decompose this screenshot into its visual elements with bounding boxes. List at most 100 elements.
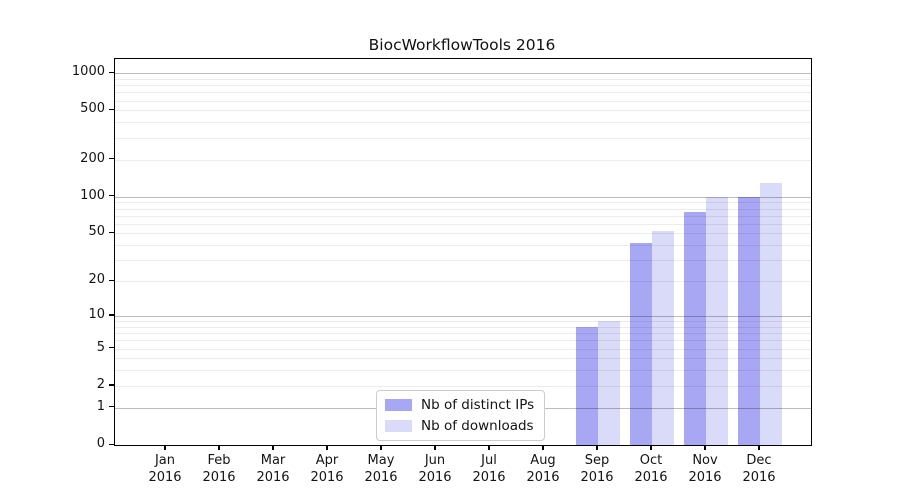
- y-tick-label: 10: [88, 306, 105, 322]
- x-tick-year: 2016: [310, 470, 344, 485]
- x-tick-year: 2016: [634, 470, 668, 485]
- gridline-minor-300: [115, 137, 811, 139]
- y-tick-label: 2: [96, 376, 105, 392]
- x-tick-year: 2016: [364, 470, 398, 485]
- y-tick-mark-10: [109, 314, 114, 316]
- gridline-minor-400: [115, 122, 811, 124]
- x-tick-mark-nov: [704, 445, 706, 451]
- x-tick-label-apr: Apr 2016: [292, 452, 362, 486]
- chart-title: BiocWorkflowTools 2016: [368, 36, 556, 54]
- x-tick-month: Jan: [154, 453, 176, 468]
- bar-downloads-sep: [598, 321, 620, 445]
- x-tick-label-jul: Jul 2016: [454, 452, 524, 486]
- bar-downloads-oct: [652, 231, 674, 445]
- x-tick-month: Oct: [639, 453, 663, 468]
- y-tick-label: 1: [96, 398, 105, 414]
- x-tick-month: Jul: [481, 453, 497, 468]
- gridline-minor-20: [115, 281, 811, 283]
- x-tick-mark-jan: [164, 445, 166, 451]
- bar-distinct-ips-dec: [738, 196, 760, 445]
- gridline-minor-7: [115, 333, 811, 335]
- x-tick-month: Feb: [207, 453, 231, 468]
- x-tick-mark-oct: [650, 445, 652, 451]
- x-tick-month: Nov: [692, 453, 718, 468]
- x-tick-month: Dec: [746, 453, 772, 468]
- x-tick-mark-jul: [488, 445, 490, 451]
- plot-area: [114, 58, 812, 446]
- gridline-minor-900: [115, 78, 811, 80]
- x-tick-mark-mar: [272, 445, 274, 451]
- gridline-minor-5: [115, 348, 811, 350]
- x-tick-year: 2016: [202, 470, 236, 485]
- x-tick-mark-may: [380, 445, 382, 451]
- x-tick-month: Mar: [260, 453, 286, 468]
- gridline-minor-70: [115, 215, 811, 217]
- x-tick-label-nov: Nov 2016: [670, 452, 740, 486]
- y-tick-mark-20: [109, 279, 114, 281]
- gridline-minor-2: [115, 385, 811, 387]
- gridline-minor-500: [115, 110, 811, 112]
- gridline-minor-600: [115, 100, 811, 102]
- y-tick-mark-100: [109, 195, 114, 197]
- y-tick-label: 5: [96, 339, 105, 355]
- gridline-minor-4: [115, 358, 811, 360]
- legend-item-downloads: Nb of downloads: [385, 418, 534, 434]
- bar-distinct-ips-sep: [576, 326, 598, 445]
- x-tick-month: Apr: [315, 453, 339, 468]
- y-tick-mark-50: [109, 231, 114, 234]
- gridline-minor-8: [115, 326, 811, 328]
- gridline-minor-60: [115, 223, 811, 225]
- gridline-minor-200: [115, 159, 811, 161]
- bar-downloads-nov: [706, 196, 728, 445]
- x-tick-label-aug: Aug 2016: [508, 452, 578, 486]
- x-tick-label-mar: Mar 2016: [238, 452, 308, 486]
- y-tick-label: 200: [80, 150, 105, 166]
- gridline-major-100: [115, 196, 811, 198]
- legend-item-distinct-ips: Nb of distinct IPs: [385, 397, 534, 413]
- x-tick-label-feb: Feb 2016: [184, 452, 254, 486]
- x-tick-year: 2016: [148, 470, 182, 485]
- x-tick-year: 2016: [418, 470, 452, 485]
- x-tick-label-oct: Oct 2016: [616, 452, 686, 486]
- x-tick-mark-sep: [596, 445, 598, 451]
- gridline-minor-30: [115, 260, 811, 262]
- x-tick-month: Aug: [530, 453, 556, 468]
- x-tick-year: 2016: [742, 470, 776, 485]
- y-tick-label: 0: [96, 436, 105, 451]
- legend-label-distinct-ips: Nb of distinct IPs: [421, 397, 535, 413]
- y-tick-mark-5: [109, 347, 114, 349]
- gridline-minor-80: [115, 208, 811, 210]
- y-tick-mark-0: [109, 443, 114, 445]
- y-tick-mark-1000: [109, 71, 114, 73]
- x-tick-month: May: [367, 453, 395, 468]
- x-tick-label-sep: Sep 2016: [562, 452, 632, 486]
- gridline-major-10: [115, 315, 811, 317]
- x-tick-mark-feb: [218, 445, 220, 451]
- x-tick-label-jan: Jan 2016: [130, 452, 200, 486]
- bar-distinct-ips-nov: [684, 211, 706, 445]
- gridline-major-1000: [115, 73, 811, 75]
- gridline-minor-90: [115, 202, 811, 204]
- bar-downloads-dec: [760, 183, 782, 445]
- x-tick-mark-dec: [758, 445, 760, 451]
- legend-swatch-distinct-ips: [385, 399, 412, 411]
- legend-swatch-downloads: [385, 420, 412, 432]
- legend-label-downloads: Nb of downloads: [421, 418, 534, 434]
- legend: Nb of distinct IPs Nb of downloads: [376, 390, 546, 441]
- x-tick-year: 2016: [526, 470, 560, 485]
- y-tick-mark-1: [109, 406, 114, 408]
- x-tick-label-dec: Dec 2016: [724, 452, 794, 486]
- x-tick-mark-jun: [434, 445, 436, 451]
- x-tick-year: 2016: [472, 470, 506, 485]
- y-tick-label: 1000: [71, 64, 105, 80]
- gridline-minor-9: [115, 321, 811, 323]
- x-tick-mark-aug: [542, 445, 544, 451]
- y-tick-mark-2: [109, 384, 114, 386]
- y-tick-mark-500: [109, 108, 114, 111]
- y-tick-label: 100: [80, 187, 105, 203]
- x-tick-year: 2016: [688, 470, 722, 485]
- x-tick-month: Sep: [584, 453, 610, 468]
- x-tick-month: Jun: [424, 453, 446, 468]
- y-tick-label: 500: [80, 101, 105, 117]
